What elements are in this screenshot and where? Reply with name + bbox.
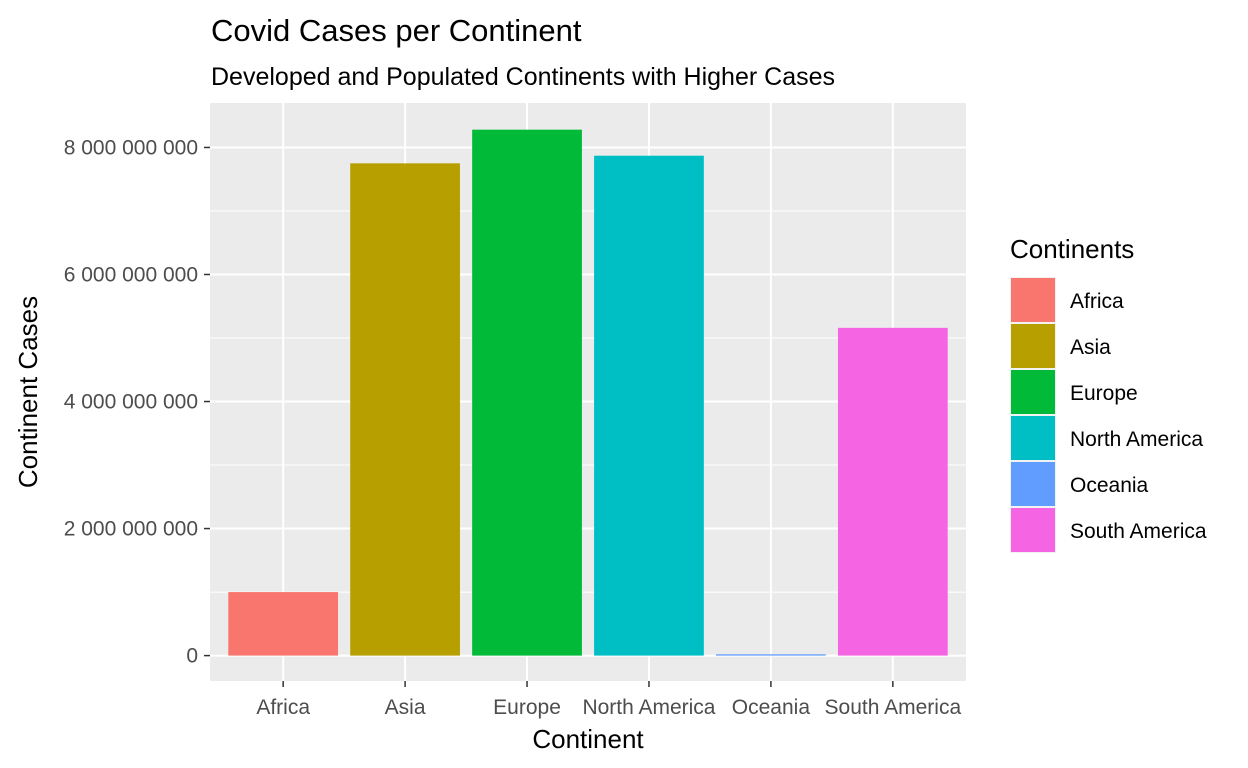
x-tick-label: North America bbox=[582, 696, 715, 719]
bar-south-america bbox=[837, 327, 948, 656]
legend-label: South America bbox=[1070, 520, 1207, 543]
legend-label: Asia bbox=[1070, 336, 1111, 359]
x-tick-label: Europe bbox=[493, 696, 561, 719]
y-tick-label: 4 000 000 000 bbox=[64, 391, 198, 414]
y-tick-label: 2 000 000 000 bbox=[64, 518, 198, 541]
y-tick-label: 8 000 000 000 bbox=[64, 136, 198, 159]
legend-swatch bbox=[1011, 508, 1055, 552]
legend-label: North America bbox=[1070, 428, 1203, 451]
bar-oceania bbox=[716, 654, 826, 656]
chart-title: Covid Cases per Continent bbox=[211, 13, 582, 48]
y-tick-label: 0 bbox=[186, 645, 198, 668]
legend-swatch bbox=[1011, 370, 1055, 414]
legend-label: Africa bbox=[1070, 290, 1124, 313]
bar-north-america bbox=[594, 155, 704, 656]
bar-europe bbox=[472, 129, 582, 656]
legend-swatch bbox=[1011, 462, 1055, 506]
legend-label: Oceania bbox=[1070, 474, 1149, 497]
legend: Continents Africa Asia Europe North America… bbox=[1010, 234, 1207, 553]
x-tick-label: Africa bbox=[256, 696, 310, 719]
legend-title: Continents bbox=[1010, 234, 1134, 264]
y-tick-label: 6 000 000 000 bbox=[64, 263, 198, 286]
x-tick-label: Oceania bbox=[732, 696, 811, 719]
legend-swatch bbox=[1011, 324, 1055, 368]
bars bbox=[228, 129, 948, 656]
bar-asia bbox=[350, 163, 460, 656]
legend-swatch bbox=[1011, 416, 1055, 460]
x-axis-title: Continent bbox=[532, 724, 644, 754]
bar-africa bbox=[228, 592, 339, 656]
legend-label: Europe bbox=[1070, 382, 1138, 405]
y-axis-title: Continent Cases bbox=[13, 296, 43, 488]
x-axis: Africa Asia Europe North America Oceania Sout… bbox=[256, 681, 961, 719]
x-tick-label: South America bbox=[825, 696, 962, 719]
x-tick-label: Asia bbox=[385, 696, 426, 719]
chart-subtitle: Developed and Populated Continents with … bbox=[211, 63, 835, 91]
y-axis: 0 2 000 000 000 4 000 000 000 6 000 000 000… bbox=[64, 136, 210, 668]
legend-swatch bbox=[1011, 278, 1055, 322]
